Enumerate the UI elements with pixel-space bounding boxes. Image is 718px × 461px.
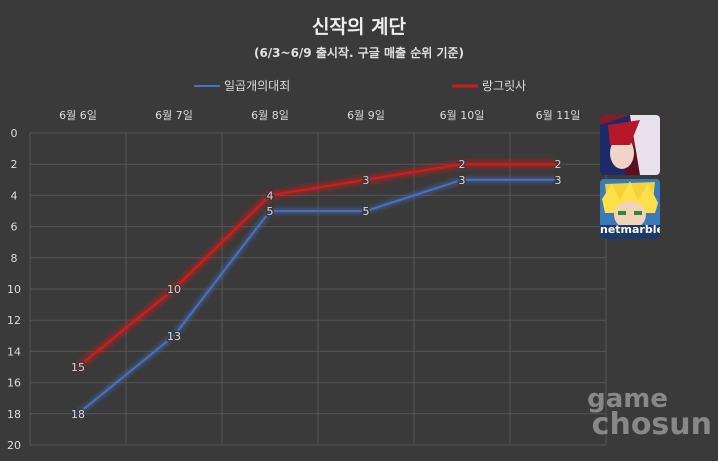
- data-label: 2: [459, 158, 466, 171]
- data-label: 4: [267, 189, 274, 202]
- y-tick-label: 20: [7, 439, 21, 452]
- chart-subtitle: (6/3~6/9 출시작. 구글 매출 순위 기준): [253, 46, 465, 60]
- data-label: 3: [363, 174, 370, 187]
- gamechosun-watermark: game chosun: [548, 384, 718, 442]
- data-label: 5: [267, 205, 274, 218]
- y-tick-label: 16: [7, 377, 21, 390]
- data-label: 5: [363, 205, 370, 218]
- data-label: 3: [555, 174, 562, 187]
- x-tick-label: 6월 7일: [155, 108, 193, 122]
- langrisser-game-icon: [600, 115, 660, 175]
- legend-label: 일곱개의대죄: [224, 79, 290, 93]
- data-label: 3: [459, 174, 466, 187]
- x-tick-label: 6월 11일: [536, 108, 581, 122]
- y-tick-label: 4: [11, 189, 18, 202]
- data-label: 18: [71, 408, 85, 421]
- x-tick-label: 6월 9일: [347, 108, 385, 122]
- y-tick-label: 0: [11, 127, 18, 140]
- netmarble-logo-text: netmarble: [600, 223, 660, 236]
- y-tick-label: 14: [7, 345, 21, 358]
- x-tick-label: 6월 10일: [440, 108, 485, 122]
- chart-title: 신작의 계단: [311, 16, 406, 38]
- y-tick-label: 8: [11, 252, 18, 265]
- y-tick-label: 10: [7, 283, 21, 296]
- seven-deadly-sins-game-icon: netmarble: [600, 179, 660, 239]
- data-label: 13: [167, 330, 181, 343]
- legend-label: 랑그릿사: [482, 79, 526, 93]
- watermark-line1: game: [587, 384, 668, 414]
- data-label: 15: [71, 361, 85, 374]
- x-tick-label: 6월 8일: [251, 108, 289, 122]
- watermark-line2: chosun: [591, 407, 712, 442]
- x-tick-label: 6월 6일: [59, 108, 97, 122]
- y-tick-label: 2: [11, 158, 18, 171]
- data-label: 2: [555, 158, 562, 171]
- y-tick-label: 12: [7, 314, 21, 327]
- y-tick-label: 6: [11, 221, 18, 234]
- data-label: 10: [167, 283, 181, 296]
- y-tick-label: 18: [7, 408, 21, 421]
- series-line-langrisser: [77, 162, 558, 368]
- series-line-seven-deadly-sins: [77, 178, 558, 415]
